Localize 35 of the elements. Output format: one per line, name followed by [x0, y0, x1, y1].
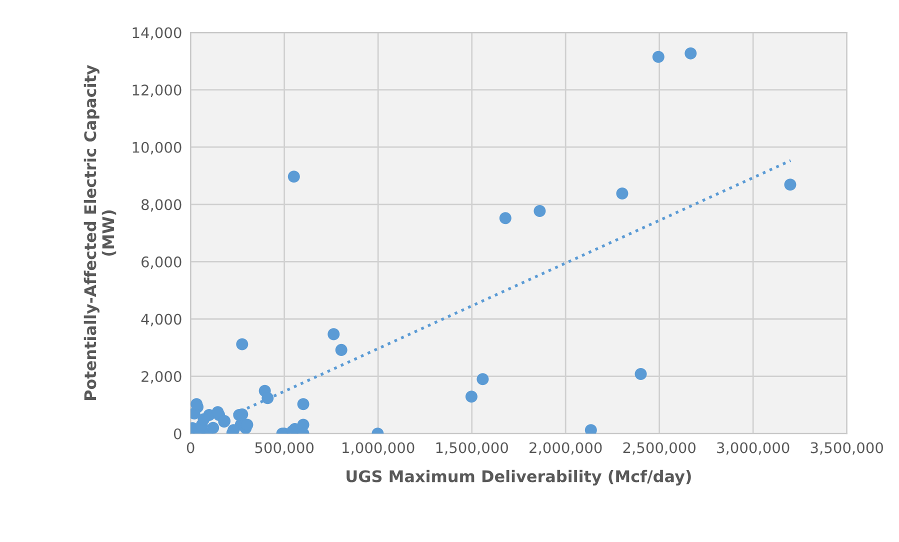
point — [288, 170, 300, 183]
point — [297, 398, 310, 410]
point — [634, 368, 647, 380]
y-tick-label: 2,000 — [142, 371, 182, 384]
y-tick-label: 14,000 — [132, 27, 182, 40]
x-tick-label: 2,000,000 — [530, 442, 602, 455]
y-tick-label: 8,000 — [141, 199, 182, 212]
point — [534, 204, 546, 218]
y-tick-label: 4,000 — [141, 314, 182, 326]
y-axis-title: Potentially-Affected Electric Capacity (MW) — [84, 64, 116, 400]
x-tick-label: 1,000,000 — [342, 442, 414, 455]
x-tick-label: 500,000 — [255, 442, 314, 455]
point — [476, 373, 489, 386]
point — [335, 344, 348, 356]
x-tick-label: 2,500,000 — [623, 442, 696, 455]
y-tick-label: 12,000 — [132, 84, 182, 98]
point — [616, 188, 628, 200]
x-tick-label: 3,000,000 — [717, 442, 790, 455]
point — [465, 390, 478, 403]
point — [784, 178, 796, 191]
point — [328, 328, 340, 340]
point — [684, 47, 697, 60]
point — [236, 338, 248, 350]
x-tick-label: 0 — [186, 442, 194, 454]
x-axis-title: UGS Maximum Deliverability (Mcf/day) — [346, 470, 691, 486]
y-tick-label: 10,000 — [132, 142, 182, 154]
y-tick-label: 6,000 — [142, 256, 182, 269]
point — [207, 422, 220, 434]
x-tick-label: 3,500,000 — [810, 442, 883, 455]
point — [652, 50, 664, 63]
y-tick-label: 0 — [174, 428, 182, 440]
point — [262, 392, 274, 404]
point — [499, 212, 512, 224]
point — [198, 413, 210, 426]
x-tick-label: 1,500,000 — [436, 442, 508, 455]
